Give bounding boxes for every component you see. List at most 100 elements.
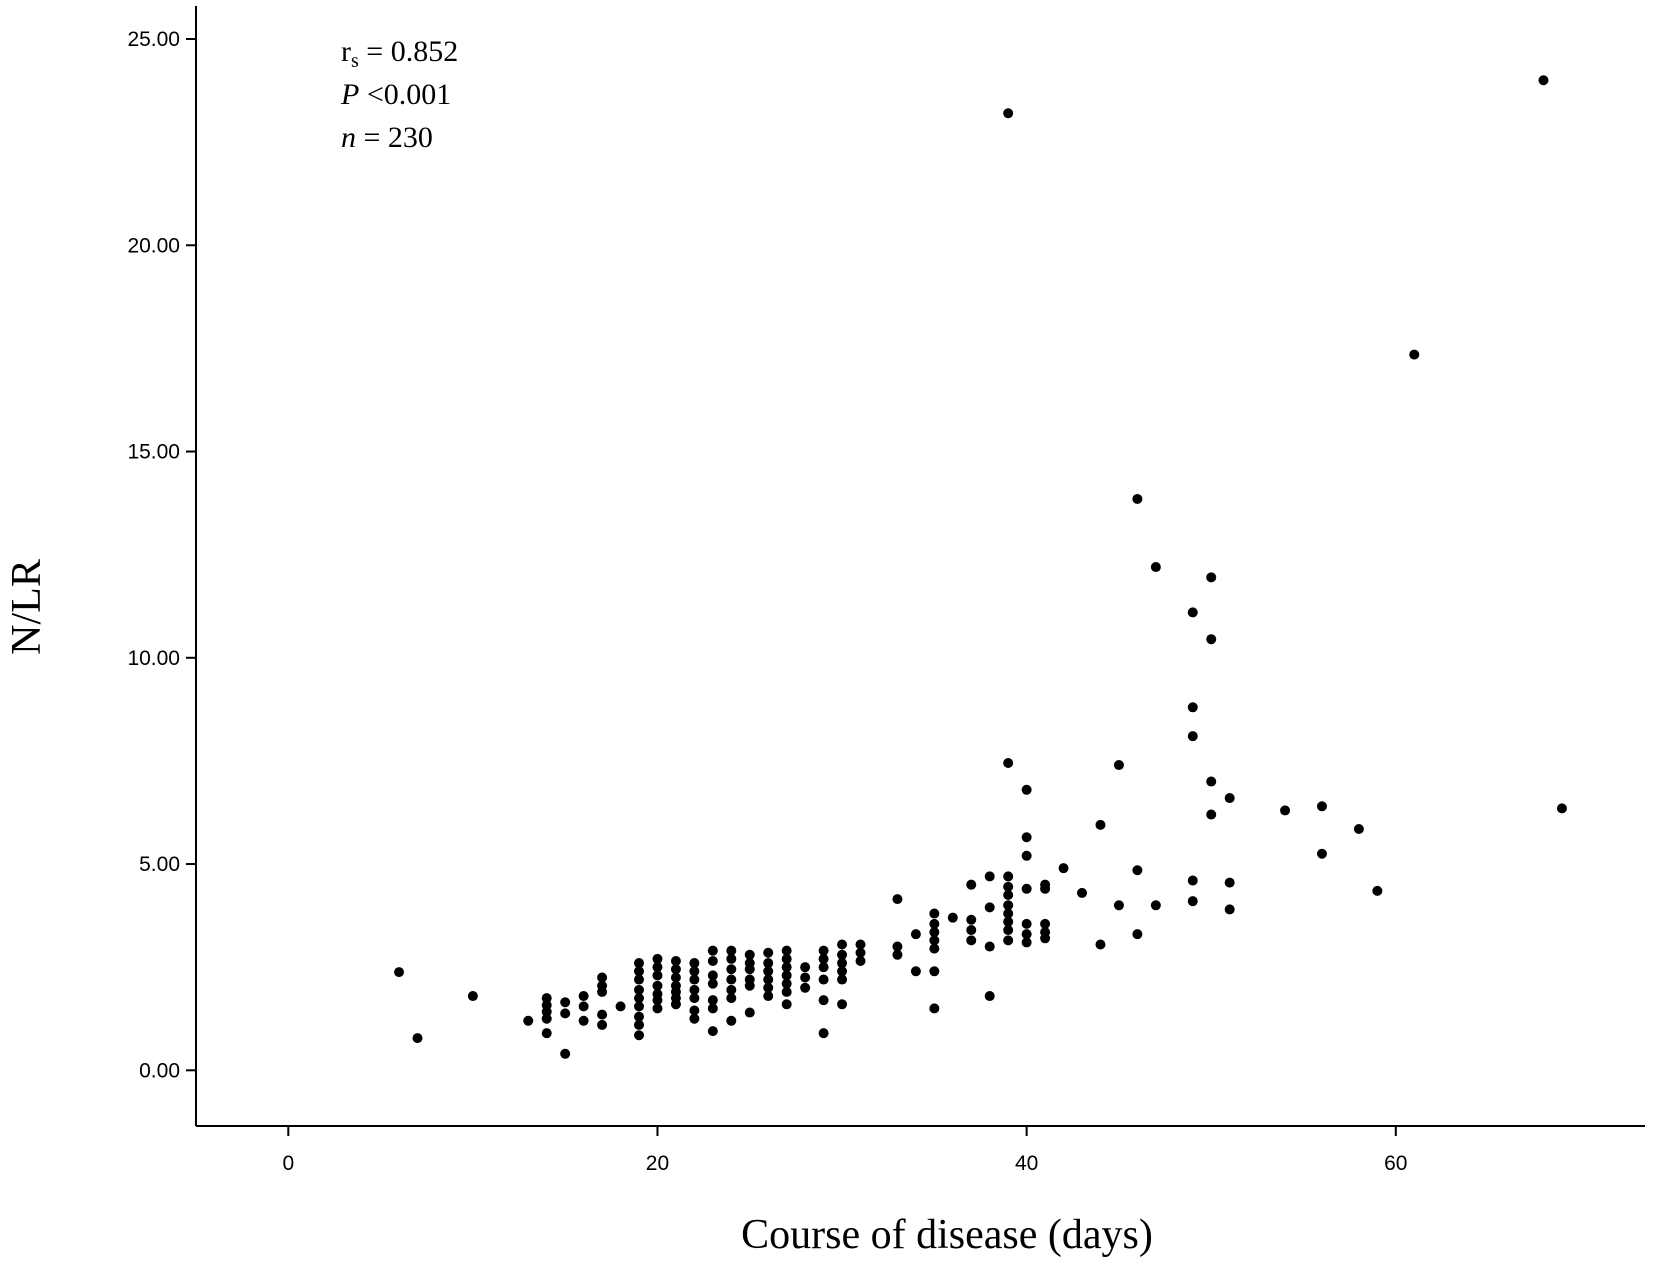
data-point: [744, 964, 755, 975]
data-point: [984, 902, 995, 913]
data-point: [707, 1003, 718, 1014]
data-point: [892, 941, 903, 952]
data-point: [984, 991, 995, 1002]
data-point: [837, 966, 848, 977]
data-point: [1409, 349, 1420, 360]
data-point: [634, 966, 645, 977]
data-point: [652, 970, 663, 981]
data-point: [1003, 900, 1014, 911]
data-point: [1021, 883, 1032, 894]
data-point: [1003, 881, 1014, 892]
data-point: [1132, 865, 1143, 876]
data-point: [1372, 885, 1383, 896]
data-point: [707, 970, 718, 981]
data-point: [707, 945, 718, 956]
data-point: [560, 1048, 571, 1059]
data-point: [929, 935, 940, 946]
data-point: [615, 1001, 626, 1012]
data-point: [541, 1013, 552, 1024]
data-point: [781, 953, 792, 964]
data-point: [726, 993, 737, 1004]
data-point: [1021, 929, 1032, 940]
data-point: [1058, 863, 1069, 874]
rs-value: = 0.852: [359, 35, 458, 68]
data-point: [726, 1015, 737, 1026]
y-tick-label: 20.00: [127, 234, 180, 257]
x-tick-label: 60: [1384, 1152, 1407, 1175]
data-point: [634, 1030, 645, 1041]
data-point: [837, 939, 848, 950]
data-point: [1040, 918, 1051, 929]
data-point: [1021, 918, 1032, 929]
data-point: [966, 935, 977, 946]
y-tick-label: 0.00: [139, 1059, 180, 1082]
data-point: [800, 962, 811, 973]
data-point: [412, 1033, 423, 1044]
data-point: [1077, 887, 1088, 898]
data-point: [1003, 925, 1014, 936]
data-point: [707, 978, 718, 989]
data-point: [597, 986, 608, 997]
data-point: [689, 958, 700, 969]
data-point: [1206, 572, 1217, 583]
rs-subscript: s: [351, 50, 359, 72]
data-point: [1132, 929, 1143, 940]
data-point: [634, 1011, 645, 1022]
data-point: [707, 1026, 718, 1037]
data-point: [689, 974, 700, 985]
data-point: [763, 958, 774, 969]
data-point: [1021, 832, 1032, 843]
data-point: [744, 949, 755, 960]
data-point: [1206, 634, 1217, 645]
data-point: [726, 974, 737, 985]
data-point: [634, 984, 645, 995]
data-point: [818, 974, 829, 985]
data-point: [578, 991, 589, 1002]
data-point: [670, 972, 681, 983]
data-point: [634, 993, 645, 1004]
data-point: [966, 914, 977, 925]
data-point: [1187, 896, 1198, 907]
data-point: [689, 984, 700, 995]
data-point: [689, 1005, 700, 1016]
y-tick-label: 10.00: [127, 647, 180, 670]
data-point: [1040, 883, 1051, 894]
data-point: [837, 999, 848, 1010]
data-point: [855, 947, 866, 958]
data-point: [929, 943, 940, 954]
data-point: [837, 949, 848, 960]
data-point: [707, 955, 718, 966]
data-point: [1206, 809, 1217, 820]
data-point: [560, 997, 571, 1008]
data-point: [652, 995, 663, 1006]
data-point: [1021, 850, 1032, 861]
data-points: [394, 75, 1567, 1059]
y-axis-title: N/LR: [4, 559, 50, 655]
data-point: [929, 908, 940, 919]
data-point: [966, 879, 977, 890]
data-point: [929, 1003, 940, 1014]
n-symbol: n: [341, 121, 356, 154]
data-point: [892, 949, 903, 960]
data-point: [1224, 877, 1235, 888]
data-point: [578, 1001, 589, 1012]
data-point: [910, 966, 921, 977]
annotation-p: P <0.001: [340, 78, 451, 111]
data-point: [1353, 823, 1364, 834]
data-point: [1113, 900, 1124, 911]
data-point: [1187, 731, 1198, 742]
data-point: [1280, 805, 1291, 816]
y-ticks: 0.00 5.00 10.00 15.00 20.00 25.00: [127, 28, 196, 1082]
data-point: [1095, 939, 1106, 950]
data-point: [578, 1015, 589, 1026]
data-point: [467, 991, 478, 1002]
data-point: [652, 953, 663, 964]
data-point: [781, 945, 792, 956]
data-point: [984, 941, 995, 952]
data-point: [726, 945, 737, 956]
data-point: [966, 925, 977, 936]
x-tick-label: 20: [646, 1152, 669, 1175]
data-point: [689, 993, 700, 1004]
data-point: [689, 1013, 700, 1024]
data-point: [763, 974, 774, 985]
